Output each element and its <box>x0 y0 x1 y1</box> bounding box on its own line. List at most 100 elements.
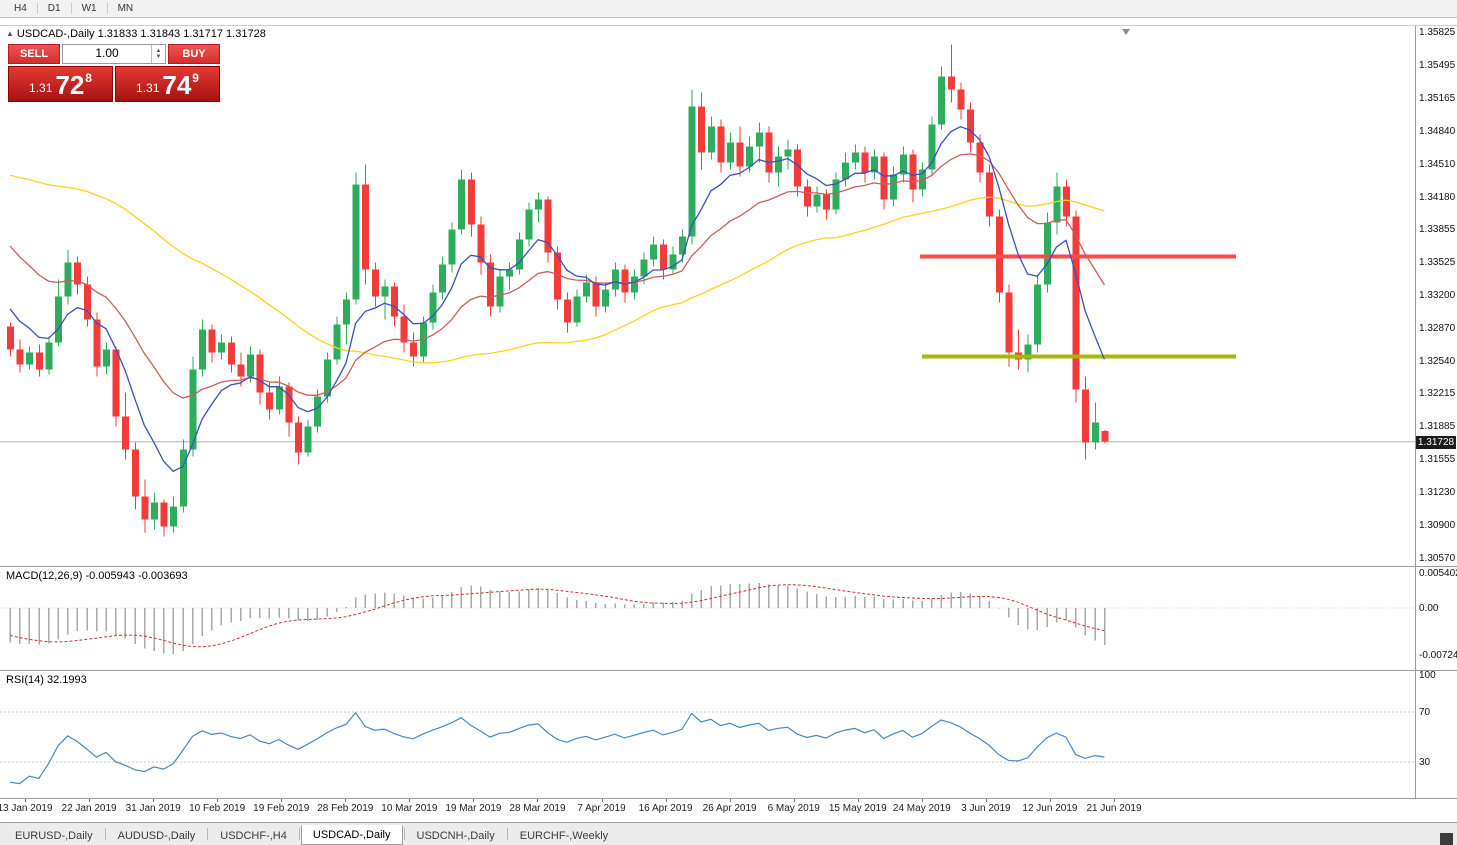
collapse-panel-icon[interactable]: ▲ <box>6 29 14 38</box>
date-axis-label: 22 Jan 2019 <box>61 803 117 814</box>
rsi-label: RSI(14) 32.1993 <box>6 674 87 686</box>
date-axis-tick <box>89 799 91 802</box>
spinner-up-icon[interactable]: ▲ <box>155 48 162 54</box>
date-axis-tick <box>537 799 539 802</box>
date-axis-label: 15 May 2019 <box>828 803 887 814</box>
pane-separator[interactable] <box>0 798 1457 799</box>
current-price-badge: 1.31728 <box>1416 435 1456 449</box>
date-axis-label: 3 Jun 2019 <box>961 803 1011 814</box>
price-axis-label: 1.33855 <box>1419 224 1456 235</box>
volume-spinner[interactable]: ▲ ▼ <box>151 45 165 63</box>
price-chart-pane[interactable] <box>0 26 1415 566</box>
date-axis-tick <box>345 799 347 802</box>
tab-separator <box>403 828 405 840</box>
price-axis-label: 1.32540 <box>1419 355 1456 367</box>
price-axis-label: 1.31555 <box>1419 454 1456 465</box>
toolbar-separator <box>36 3 38 14</box>
window-resize-grip[interactable] <box>1440 833 1453 845</box>
pane-separator[interactable] <box>0 566 1457 567</box>
sell-price-prefix: 1.31 <box>29 81 53 95</box>
chart-tab-usdcad-daily[interactable]: USDCAD-,Daily <box>300 825 403 845</box>
pane-separator[interactable] <box>0 670 1457 671</box>
chart-tabs-bar: EURUSD-,Daily AUDUSD-,Daily USDCHF-,H4 USDC… <box>0 822 1457 845</box>
moving-average-lines <box>9 125 1106 473</box>
chart-top-border <box>0 25 1457 26</box>
chart-tab-eurusd-daily[interactable]: EURUSD-,Daily <box>15 830 93 842</box>
toolbar-separator <box>106 3 108 14</box>
date-axis-label: 19 Mar 2019 <box>445 803 502 814</box>
rsi-line <box>9 711 1105 785</box>
sell-price-pip: 8 <box>85 71 92 85</box>
price-axis-label: 1.30570 <box>1419 552 1456 564</box>
macd-signal-line <box>9 584 1105 648</box>
volume-input[interactable]: 1.00 ▲ ▼ <box>62 44 166 64</box>
price-axis-label: 1.30900 <box>1419 519 1456 531</box>
tab-separator <box>506 828 508 840</box>
chart-tab-eurchf-weekly[interactable]: EURCHF-,Weekly <box>519 830 609 842</box>
date-axis-label: 31 Jan 2019 <box>125 803 181 814</box>
price-axis-label: 1.35825 <box>1419 27 1456 38</box>
date-axis-label: 28 Mar 2019 <box>509 803 566 814</box>
macd-label: MACD(12,26,9) -0.005943 -0.003693 <box>6 570 188 582</box>
horizontal-level-lines[interactable] <box>920 254 1236 359</box>
date-axis-tick <box>409 799 411 802</box>
macd-axis-label: -0.007243 <box>1419 649 1457 661</box>
date-axis-label: 24 May 2019 <box>892 803 951 814</box>
date-axis-label: 19 Feb 2019 <box>253 803 310 814</box>
chart-tab-usdcnh-daily[interactable]: USDCNH-,Daily <box>416 830 495 842</box>
date-axis-tick <box>857 799 859 802</box>
sell-price-button[interactable]: 1.31 72 8 <box>8 66 113 102</box>
tab-separator <box>207 828 209 840</box>
macd-indicator-pane[interactable] <box>0 568 1415 668</box>
timeframe-button-H4[interactable]: H4 <box>14 3 27 14</box>
date-axis-tick <box>729 799 731 802</box>
date-axis-tick <box>1114 799 1115 802</box>
one-click-trading-panel: SELL 1.00 ▲ ▼ BUY 1.31 72 8 1.31 74 9 <box>8 44 220 102</box>
chart-tab-usdchf-h4[interactable]: USDCHF-,H4 <box>220 830 287 842</box>
sell-price-big: 72 <box>55 70 85 100</box>
tab-separator <box>298 828 300 840</box>
date-axis-label: 12 Jun 2019 <box>1022 803 1078 814</box>
price-axis-label: 1.35495 <box>1419 60 1456 71</box>
price-axis-border <box>1415 26 1416 798</box>
candles <box>7 44 1109 537</box>
top-toolbar: H4 D1 W1 MN <box>0 0 1457 18</box>
buy-button[interactable]: BUY <box>168 44 220 64</box>
date-axis-tick <box>473 799 475 802</box>
date-axis-tick <box>25 799 26 802</box>
price-axis-label: 1.34840 <box>1419 125 1456 137</box>
chart-tab-audusd-daily[interactable]: AUDUSD-,Daily <box>117 830 196 842</box>
macd-axis-label: 0.00 <box>1419 603 1439 614</box>
date-axis-tick <box>153 799 155 802</box>
chart-shift-marker-icon[interactable] <box>1122 29 1130 35</box>
volume-value[interactable]: 1.00 <box>95 46 119 60</box>
date-axis-tick <box>793 799 795 802</box>
date-axis-label: 10 Feb 2019 <box>189 803 246 814</box>
toolbar-separator <box>70 3 72 14</box>
spinner-down-icon[interactable]: ▼ <box>155 54 162 60</box>
rsi-indicator-pane[interactable] <box>0 672 1415 798</box>
date-axis-tick <box>281 799 283 802</box>
date-axis-tick <box>217 799 219 802</box>
date-axis-tick <box>601 799 603 802</box>
price-axis-label: 1.33200 <box>1419 289 1456 301</box>
date-axis-label: 7 Apr 2019 <box>577 803 626 814</box>
timeframe-button-W1[interactable]: W1 <box>81 3 97 14</box>
buy-price-button[interactable]: 1.31 74 9 <box>115 66 220 102</box>
date-axis-tick <box>921 799 923 802</box>
rsi-axis-label: 70 <box>1419 707 1431 718</box>
macd-axis-label: 0.005402 <box>1419 568 1457 580</box>
tab-separator <box>104 828 106 840</box>
chart-title-text: USDCAD-,Daily 1.31833 1.31843 1.31717 1.… <box>16 28 266 40</box>
sell-button[interactable]: SELL <box>8 44 60 64</box>
date-axis-tick <box>1049 799 1051 802</box>
date-axis-tick <box>985 799 987 802</box>
price-axis-label: 1.34510 <box>1419 158 1456 170</box>
timeframe-button-MN[interactable]: MN <box>117 3 134 14</box>
price-axis-label: 1.31230 <box>1419 486 1456 498</box>
timeframe-button-D1[interactable]: D1 <box>47 3 61 14</box>
price-axis-label: 1.34180 <box>1419 191 1456 203</box>
price-axis-label: 1.31885 <box>1419 421 1456 432</box>
date-axis-tick <box>665 799 667 802</box>
macd-histogram <box>9 582 1106 655</box>
